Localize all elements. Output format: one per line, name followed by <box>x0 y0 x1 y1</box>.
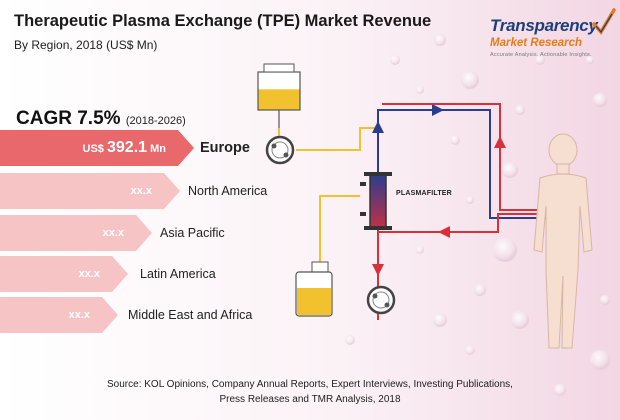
region-label: Asia Pacific <box>160 226 225 240</box>
region-value-number: xx.x <box>68 309 90 321</box>
region-bar <box>0 173 180 209</box>
region-bar <box>0 256 128 292</box>
source-line-2: Press Releases and TMR Analysis, 2018 <box>219 394 401 405</box>
region-bar <box>0 130 194 166</box>
region-value: xx.x <box>0 297 90 333</box>
blood-return-line <box>372 104 555 219</box>
bottom-pump-icon <box>366 285 396 315</box>
cagr-period: (2018-2026) <box>125 115 186 127</box>
source-note: Source: KOL Opinions, Company Annual Rep… <box>0 377 620 407</box>
tmr-logo: Transparency Market Research Accurate An… <box>476 8 616 64</box>
chart-title: Therapeutic Plasma Exchange (TPE) Market… <box>14 12 432 30</box>
region-value-prefix: US$ <box>82 143 104 155</box>
region-label: North America <box>188 184 268 198</box>
replacement-fluid-bag-icon <box>257 63 301 128</box>
region-value-number: xx.x <box>78 268 100 280</box>
plasmafilter-icon <box>360 172 392 230</box>
region-value: xx.x <box>0 215 124 251</box>
region-value-number: 392.1 <box>107 139 148 156</box>
region-value-number: xx.x <box>102 227 124 239</box>
plasmafilter-label: PLASMAFILTER <box>396 190 452 197</box>
source-line-1: Source: KOL Opinions, Company Annual Rep… <box>107 379 513 390</box>
region-value-number: xx.x <box>130 185 152 197</box>
region-bar <box>0 297 118 333</box>
region-value: US$ 392.1 Mn <box>0 130 166 166</box>
region-label: Latin America <box>140 267 216 281</box>
region-bar <box>0 215 152 251</box>
chart-subtitle: By Region, 2018 (US$ Mn) <box>14 38 158 52</box>
logo-name-line1: Transparency <box>490 16 598 35</box>
region-value: xx.x <box>0 173 152 209</box>
logo-tagline: Accurate Analysis. Actionable Insights. <box>490 52 592 58</box>
region-label: Europe <box>200 140 250 156</box>
cagr-heading: CAGR 7.5% (2018-2026) <box>16 108 186 130</box>
blood-draw-line <box>372 103 555 320</box>
top-pump-icon <box>265 135 295 165</box>
region-label: Middle East and Africa <box>128 308 253 322</box>
region-value-suffix: Mn <box>150 143 166 155</box>
plasma-collection-bottle-icon <box>295 261 333 317</box>
cagr-label: CAGR 7.5% <box>16 108 121 129</box>
logo-name-line2: Market Research <box>490 37 583 49</box>
patient-figure-icon <box>533 133 593 349</box>
region-value: xx.x <box>0 256 100 292</box>
logo-check-icon <box>592 8 616 35</box>
